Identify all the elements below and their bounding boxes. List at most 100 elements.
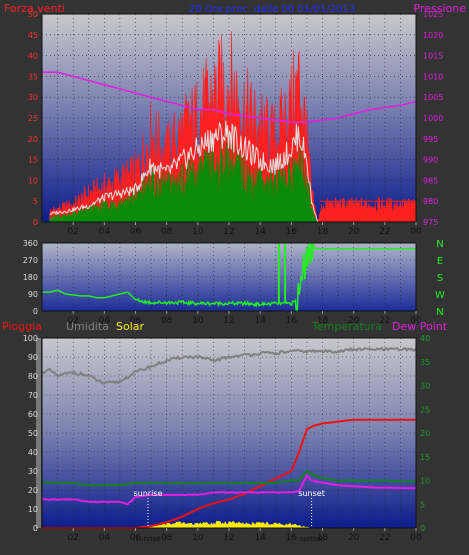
x-tick-label: 04 [99, 533, 111, 543]
y-left-tick-label: 90 [28, 353, 38, 362]
y-left-tick-label: 50 [28, 429, 38, 438]
y-left-tick-label: 35 [28, 72, 38, 81]
legend-pioggia: Pioggia [2, 320, 42, 333]
y-left-tick-label: 5 [33, 197, 38, 206]
legend-temperatura: Temperatura [311, 320, 382, 333]
y-left-tick-label: 100 [23, 334, 38, 343]
x-tick-label: 14 [254, 533, 266, 543]
x-tick-label: 16 [286, 316, 298, 326]
y-right-tick-label: 5 [420, 500, 425, 509]
y-left-tick-label: 10 [28, 505, 38, 514]
y-right-tick-label: 40 [420, 334, 430, 343]
y-left-tick-label: 40 [28, 448, 38, 457]
y-right-tick-label: W [435, 290, 445, 301]
mid-grid [42, 243, 416, 311]
x-tick-label: 08 [161, 227, 173, 237]
series-media [49, 120, 319, 223]
y-right-tick-label: 1015 [423, 52, 443, 61]
x-tick-label: 20 [348, 533, 360, 543]
y-right-tick-label: 15 [420, 453, 430, 462]
x-tick-label: 16 [286, 533, 298, 543]
bottom-ticks: 02 04 06 08 10 12 14 16 18 20 22 000102030405060708… [23, 334, 430, 543]
x-tick-label: 22 [379, 316, 390, 326]
bottom-plot-area [42, 338, 416, 528]
y-right-tick-label: 990 [423, 156, 438, 165]
marker-axis-label-sunrise: sunrise [135, 535, 160, 543]
y-right-tick-label: N [436, 239, 443, 250]
y-right-tick-label: 1000 [423, 114, 443, 123]
y-left-tick-label: 360 [23, 239, 38, 248]
y-right-tick-label: 980 [423, 197, 438, 206]
legend-dewpoint: Dew Point [392, 320, 448, 333]
y-left-tick-label: 70 [28, 391, 38, 400]
x-tick-label: 04 [99, 227, 111, 237]
x-tick-label: 10 [192, 316, 204, 326]
x-tick-label: 22 [379, 533, 390, 543]
x-tick-label: 14 [254, 316, 266, 326]
x-tick-label: 02 [67, 533, 78, 543]
x-tick-label: 14 [254, 227, 266, 237]
y-left-tick-label: 45 [28, 31, 38, 40]
x-tick-label: 18 [317, 316, 329, 326]
y-right-tick-label: E [437, 256, 443, 267]
y-right-tick-label: 30 [420, 382, 430, 391]
x-tick-label: 22 [379, 227, 390, 237]
y-right-tick-label: 25 [420, 405, 430, 414]
y-left-tick-label: 25 [28, 114, 38, 123]
y-right-tick-label: 1010 [423, 72, 443, 81]
y-right-tick-label: 20 [420, 429, 430, 438]
bottom-series: sunrise sunrise sunset sunset [36, 338, 417, 543]
x-tick-label: 02 [67, 316, 78, 326]
x-tick-label: 08 [161, 533, 173, 543]
legend-solar: Solar [116, 320, 145, 333]
y-left-tick-label: 90 [28, 290, 38, 299]
y-right-tick-label: 985 [423, 176, 438, 185]
x-tick-label: 04 [99, 316, 111, 326]
x-tick-label: 06 [130, 227, 142, 237]
series-pressione [42, 71, 417, 123]
marker-axis-label-sunset: sunset [300, 535, 323, 543]
top-left-axis-title: Forza venti [4, 2, 65, 15]
x-tick-label: 08 [161, 316, 173, 326]
marker-label-sunset: sunset [298, 489, 325, 498]
x-tick-label: 18 [317, 227, 329, 237]
x-tick-label: 10 [192, 533, 204, 543]
series-vento [49, 140, 319, 223]
y-left-tick-label: 60 [28, 410, 38, 419]
y-right-tick-label: 35 [420, 358, 430, 367]
y-left-tick-label: 0 [33, 524, 38, 533]
y-right-tick-label: 1005 [423, 93, 443, 102]
series-dew-point [41, 473, 417, 506]
y-right-tick-label: 10 [420, 477, 430, 486]
marker-label-sunrise: sunrise [134, 489, 163, 498]
x-tick-label: 00 [410, 227, 422, 237]
y-left-tick-label: 50 [28, 10, 38, 19]
x-tick-label: 18 [317, 533, 329, 543]
humidity-scale-bar [36, 338, 41, 528]
y-right-tick-label: S [437, 273, 443, 284]
x-tick-label: 00 [410, 316, 422, 326]
x-tick-label: 02 [67, 227, 78, 237]
top-series [42, 31, 417, 223]
series-temperatura [41, 469, 417, 487]
top-right-axis-title: Pressione [414, 2, 467, 15]
series-direzione [42, 242, 416, 312]
y-left-tick-label: 40 [28, 52, 38, 61]
mid-ticks: 02 04 06 08 10 12 14 16 18 20 22 00090180270360NWSE… [23, 239, 445, 326]
y-left-tick-label: 180 [23, 273, 38, 282]
x-tick-label: 20 [348, 316, 360, 326]
y-left-tick-label: 20 [28, 486, 38, 495]
x-tick-label: 06 [130, 533, 142, 543]
series-umidita [41, 346, 417, 385]
y-right-tick-label: 975 [423, 218, 438, 227]
y-right-tick-label: 1020 [423, 31, 443, 40]
y-right-tick-label: 995 [423, 135, 438, 144]
x-tick-label: 12 [223, 533, 234, 543]
y-left-tick-label: 30 [28, 93, 38, 102]
y-right-tick-label: N [436, 307, 443, 318]
mid-series [42, 242, 416, 312]
x-tick-label: 12 [223, 316, 234, 326]
y-right-tick-label: 1025 [423, 10, 443, 19]
x-tick-label: 16 [286, 227, 298, 237]
